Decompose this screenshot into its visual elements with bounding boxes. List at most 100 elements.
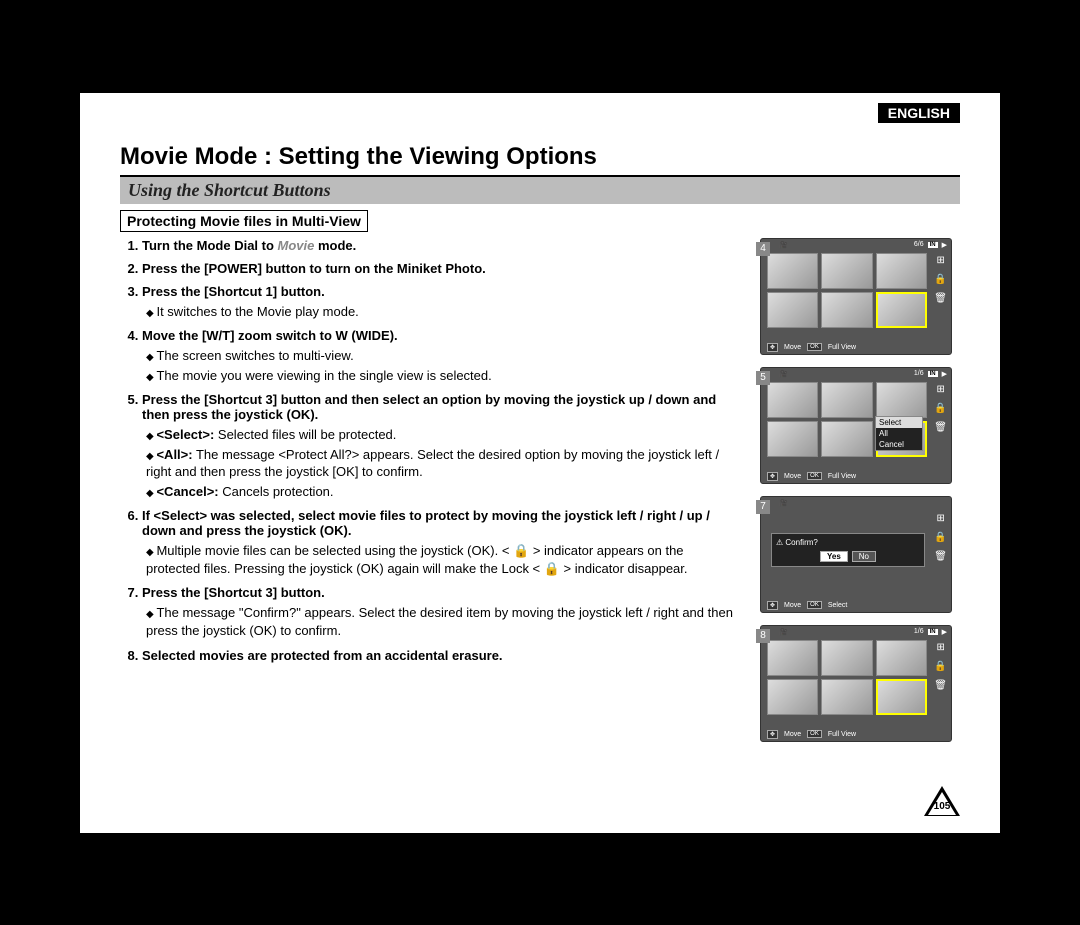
sub-list: It switches to the Movie play mode. xyxy=(142,303,740,321)
screens-column: 4 🎥 6/6 IN ▶ xyxy=(760,238,960,754)
fullview-label: Full View xyxy=(828,344,856,351)
screen-8-wrap: 8 🎥 1/6 IN ▶ xyxy=(760,625,960,742)
ok-icon: OK xyxy=(807,730,822,738)
sub-list: <Select>: Selected files will be protect… xyxy=(142,426,740,500)
step-text: Press the [Shortcut 3] button. xyxy=(142,585,325,600)
manual-page: ENGLISH Movie Mode : Setting the Viewing… xyxy=(80,93,1000,833)
step-5: Press the [Shortcut 3] button and then s… xyxy=(142,392,740,500)
thumb xyxy=(821,253,872,289)
ok-icon: OK xyxy=(807,343,822,351)
section-subtitle: Using the Shortcut Buttons xyxy=(120,177,960,204)
screen-5-wrap: 5 🎥 1/6 IN ▶ xyxy=(760,367,960,484)
fullview-label: Full View xyxy=(828,731,856,738)
thumb xyxy=(821,640,872,676)
instructions-column: Turn the Mode Dial to Movie mode. Press t… xyxy=(120,238,740,754)
menu-cancel: Cancel xyxy=(876,439,922,450)
sub-item: <Cancel>: Cancels protection. xyxy=(146,483,740,501)
lock-icon: 🔒 xyxy=(934,661,946,672)
sub-item: <Select>: Selected files will be protect… xyxy=(146,426,740,444)
sub-item: The screen switches to multi-view. xyxy=(146,347,740,365)
sub-item: <All>: The message <Protect All?> appear… xyxy=(146,446,740,481)
sub-list: The screen switches to multi-view. The mo… xyxy=(142,347,740,384)
thumb xyxy=(767,382,818,418)
step-text: Press the [POWER] button to turn on the … xyxy=(142,261,486,276)
lock-icon: 🔒 xyxy=(934,403,946,414)
step-4: Move the [W/T] zoom switch to W (WIDE). T… xyxy=(142,328,740,384)
step-text: If <Select> was selected, select movie f… xyxy=(142,508,710,538)
step-7: Press the [Shortcut 3] button. The messag… xyxy=(142,585,740,639)
step-2: Press the [POWER] button to turn on the … xyxy=(142,261,740,276)
sub-item: The movie you were viewing in the single… xyxy=(146,367,740,385)
move-label: Move xyxy=(784,473,801,480)
thumb xyxy=(767,679,818,715)
move-label: Move xyxy=(784,602,801,609)
step-text: Press the [Shortcut 1] button. xyxy=(142,284,325,299)
sub-list: Multiple movie files can be selected usi… xyxy=(142,542,740,577)
screen-4-wrap: 4 🎥 6/6 IN ▶ xyxy=(760,238,960,355)
step-text: Turn the Mode Dial to Movie mode. xyxy=(142,238,356,253)
thumb xyxy=(821,382,872,418)
lock-icon: 🔒 xyxy=(934,274,946,285)
counter: 6/6 xyxy=(914,241,924,248)
thumb xyxy=(767,253,818,289)
play-icon: ▶ xyxy=(942,628,947,636)
lock-icon: 🔒 xyxy=(934,532,946,543)
step-text: Selected movies are protected from an ac… xyxy=(142,648,503,663)
ok-icon: OK xyxy=(807,601,822,609)
box-heading: Protecting Movie files in Multi-View xyxy=(120,210,368,232)
thumb xyxy=(821,679,872,715)
screen-7-wrap: 7 🎥 ⚠ Confirm? Yes No ⊞ 🔒 xyxy=(760,496,960,613)
no-button: No xyxy=(852,551,876,562)
in-badge: IN xyxy=(928,242,938,248)
sub-item: The message "Confirm?" appears. Select t… xyxy=(146,604,740,639)
counter: 1/6 xyxy=(914,628,924,635)
ok-icon: OK xyxy=(807,472,822,480)
thumb xyxy=(876,640,927,676)
play-icon: ▶ xyxy=(942,370,947,378)
screen-4-badge: 4 xyxy=(756,242,770,256)
fullview-label: Full View xyxy=(828,473,856,480)
trash-icon: 🗑 xyxy=(934,551,947,562)
thumb xyxy=(767,640,818,676)
dpad-icon: ✥ xyxy=(767,343,778,352)
move-label: Move xyxy=(784,731,801,738)
thumb xyxy=(767,421,818,457)
step-3: Press the [Shortcut 1] button. It switche… xyxy=(142,284,740,321)
screen-8-badge: 8 xyxy=(756,629,770,643)
play-icon: ▶ xyxy=(942,241,947,249)
step-8: Selected movies are protected from an ac… xyxy=(142,648,740,663)
thumb xyxy=(821,421,872,457)
move-label: Move xyxy=(784,344,801,351)
accent-word: Movie xyxy=(278,238,315,253)
step-text: Press the [Shortcut 3] button and then s… xyxy=(142,392,716,422)
screen-7: 🎥 ⚠ Confirm? Yes No ⊞ 🔒 🗑 xyxy=(760,496,952,613)
trash-icon: 🗑 xyxy=(934,680,947,691)
thumb xyxy=(876,382,927,418)
yes-button: Yes xyxy=(820,551,848,562)
page-title: Movie Mode : Setting the Viewing Options xyxy=(120,143,960,177)
confirm-label: ⚠ Confirm? xyxy=(776,538,920,547)
grid-icon: ⊞ xyxy=(936,642,944,653)
grid-icon: ⊞ xyxy=(936,384,944,395)
step-text: Move the [W/T] zoom switch to W (WIDE). xyxy=(142,328,398,343)
camera-icon: 🎥 xyxy=(779,499,788,507)
thumb xyxy=(876,253,927,289)
screen-5: 🎥 1/6 IN ▶ ⊞ 🔒 xyxy=(760,367,952,484)
grid-icon: ⊞ xyxy=(936,513,944,524)
camera-icon: 🎥 xyxy=(779,628,788,636)
trash-icon: 🗑 xyxy=(934,293,947,304)
in-badge: IN xyxy=(928,371,938,377)
language-badge: ENGLISH xyxy=(878,103,960,123)
screen-8: 🎥 1/6 IN ▶ ⊞ 🔒 xyxy=(760,625,952,742)
thumb-selected xyxy=(876,679,927,715)
step-6: If <Select> was selected, select movie f… xyxy=(142,508,740,577)
thumb xyxy=(821,292,872,328)
step-1: Turn the Mode Dial to Movie mode. xyxy=(142,238,740,253)
select-label: Select xyxy=(828,602,847,609)
menu-select: Select xyxy=(876,417,922,428)
camera-icon: 🎥 xyxy=(779,241,788,249)
thumb-selected xyxy=(876,292,927,328)
thumb xyxy=(767,292,818,328)
confirm-dialog: ⚠ Confirm? Yes No xyxy=(771,533,925,567)
sub-item: Multiple movie files can be selected usi… xyxy=(146,542,740,577)
